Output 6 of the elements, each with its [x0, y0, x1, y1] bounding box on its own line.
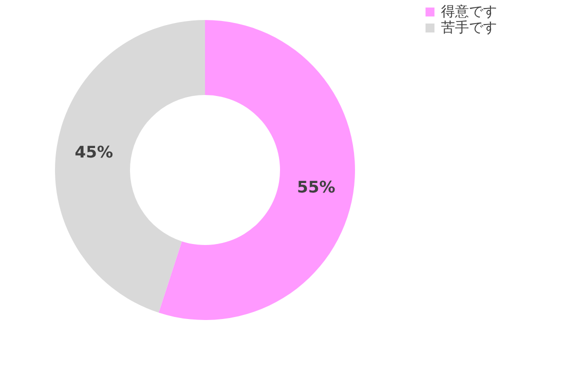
donut-slice	[158, 20, 355, 320]
data-label: 55%	[296, 178, 336, 197]
donut-slice	[55, 20, 205, 313]
legend-label: 苦手です	[441, 20, 497, 36]
data-label: 45%	[74, 142, 114, 162]
legend-label: 得意です	[441, 4, 497, 20]
